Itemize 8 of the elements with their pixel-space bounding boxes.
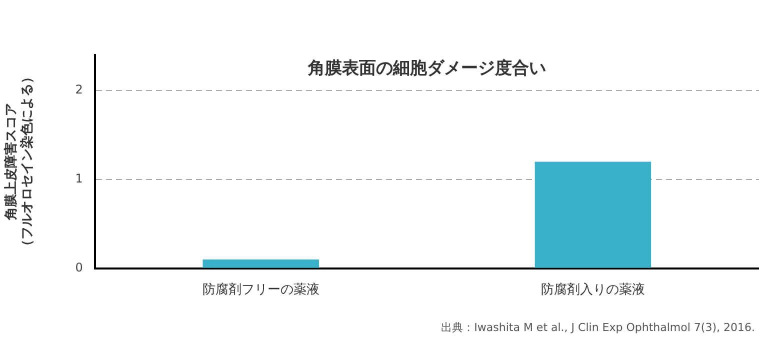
source-note: 出典：Iwashita M et al., J Clin Exp Ophthalmol 7(3), 2016. <box>441 320 755 334</box>
x-tick-label: 防腐剤フリーの薬液 <box>202 282 320 298</box>
y-axis-title: 角膜上皮障害スコア（フルオロセイン染色による） <box>3 70 35 253</box>
y-tick-label: 2 <box>75 82 83 97</box>
chart-title: 角膜表面の細胞ダメージ度合い <box>306 58 546 78</box>
y-tick-label: 1 <box>75 172 83 186</box>
x-tick-label: 防腐剤入りの薬液 <box>540 282 645 298</box>
y-tick-label: 0 <box>75 260 83 275</box>
